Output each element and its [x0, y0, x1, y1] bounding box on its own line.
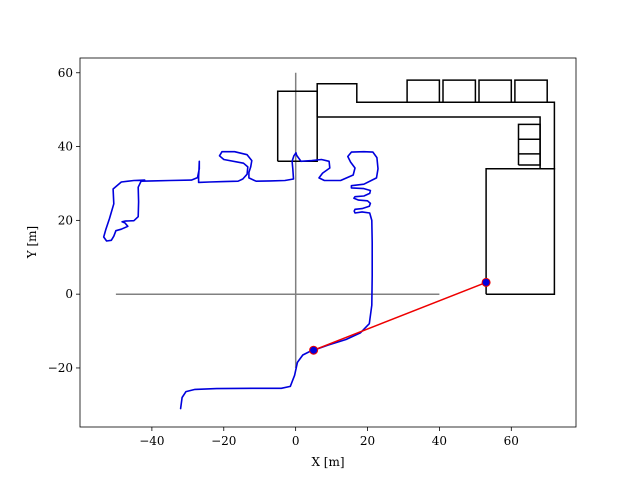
x-axis: −40 −20 0 20 40 60 — [139, 427, 519, 448]
segment-marker-0 — [309, 345, 319, 355]
x-tick-label: 40 — [432, 434, 447, 448]
y-tick-label: 20 — [58, 213, 73, 227]
map-outline-7 — [517, 123, 541, 166]
x-tick-label: 60 — [504, 434, 519, 448]
map-outline-3 — [442, 79, 477, 103]
plot-content — [102, 72, 556, 410]
map-outline-4 — [478, 79, 513, 103]
map-outline-5 — [514, 79, 548, 103]
y-axis: −20 0 20 40 60 — [48, 66, 80, 375]
segment-line — [313, 281, 487, 351]
plot-frame — [79, 57, 577, 428]
segment-marker-1 — [481, 277, 491, 287]
y-tick-label: 40 — [58, 140, 73, 154]
y-tick-label: −20 — [48, 361, 73, 375]
x-tick-label: −40 — [139, 434, 164, 448]
x-axis-label: X [m] — [311, 455, 344, 469]
y-tick-label: 60 — [58, 66, 73, 80]
x-tick-label: 20 — [360, 434, 375, 448]
x-tick-label: −20 — [211, 434, 236, 448]
map-outline-2 — [406, 79, 441, 103]
trajectory-line — [102, 150, 379, 410]
y-axis-label: Y [m] — [25, 226, 39, 259]
map-outline-6 — [485, 167, 556, 295]
x-tick-label: 0 — [292, 434, 300, 448]
y-tick-label: 0 — [65, 287, 73, 301]
